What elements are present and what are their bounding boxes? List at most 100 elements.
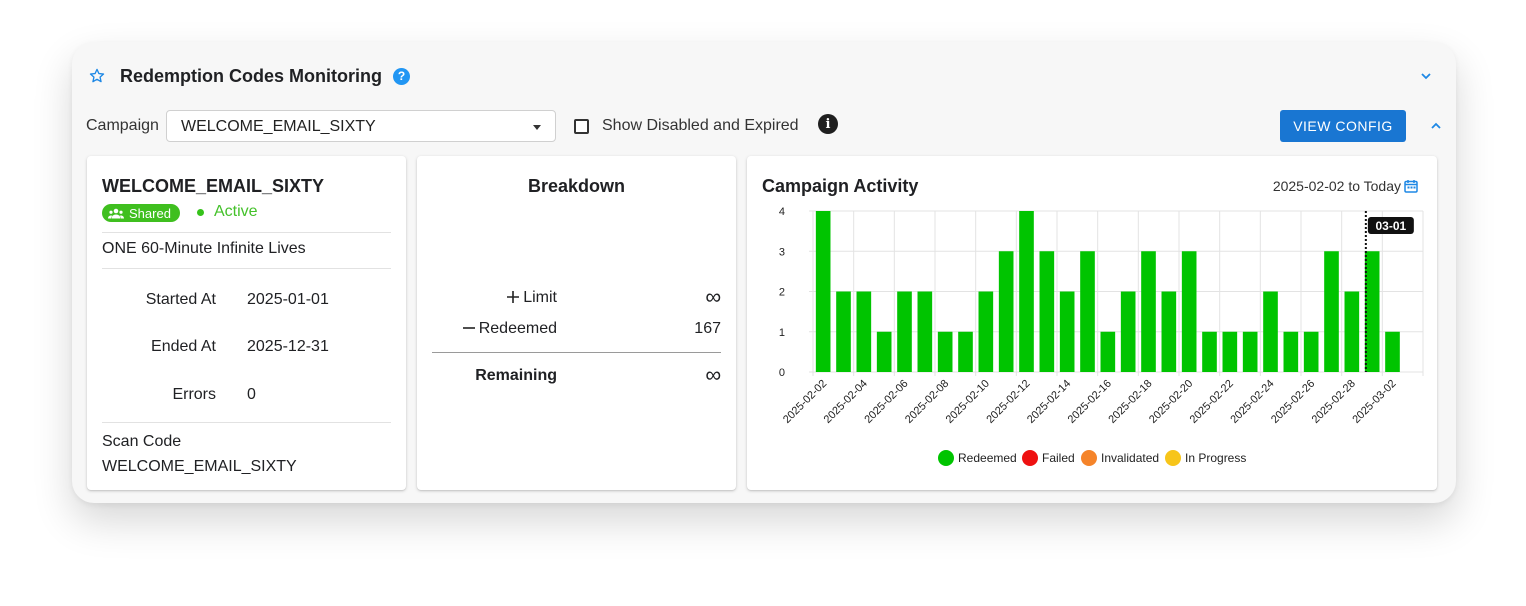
chevron-down-icon[interactable] bbox=[1419, 69, 1433, 83]
bar-redeemed bbox=[1039, 251, 1055, 372]
limit-row: Limit ∞ bbox=[432, 284, 721, 309]
redeemed-value: 167 bbox=[694, 320, 721, 337]
shared-badge: Shared bbox=[102, 204, 180, 222]
legend-label: Failed bbox=[1042, 451, 1075, 465]
bar-redeemed bbox=[1059, 291, 1075, 372]
info-icon[interactable]: i bbox=[818, 114, 838, 134]
breakdown-divider bbox=[432, 352, 721, 353]
campaign-select-value: WELCOME_EMAIL_SIXTY bbox=[181, 118, 376, 135]
bar-redeemed bbox=[978, 291, 994, 372]
bar-redeemed bbox=[1161, 291, 1177, 372]
bar-redeemed bbox=[897, 291, 912, 372]
activity-chart[interactable]: 012342025-02-022025-02-042025-02-062025-… bbox=[747, 156, 1437, 490]
limit-value: ∞ bbox=[705, 284, 721, 309]
dropdown-caret-icon bbox=[533, 125, 541, 130]
show-disabled-checkbox[interactable] bbox=[574, 119, 589, 134]
legend-swatch bbox=[1081, 450, 1097, 466]
legend-swatch bbox=[938, 450, 954, 466]
breakdown-title: Breakdown bbox=[527, 176, 626, 196]
cursor-label: 03-01 bbox=[1375, 219, 1406, 233]
scan-code-label: Scan Code bbox=[102, 433, 182, 450]
remaining-label: Remaining bbox=[475, 367, 557, 384]
y-tick-label: 2 bbox=[779, 287, 785, 299]
bar-redeemed bbox=[1080, 251, 1095, 372]
monitoring-panel: Redemption Codes Monitoring ? Campaign W… bbox=[72, 42, 1456, 503]
minus-icon bbox=[462, 327, 475, 329]
bar-redeemed bbox=[1324, 251, 1339, 372]
bar-redeemed bbox=[937, 331, 953, 372]
y-tick-label: 0 bbox=[779, 367, 785, 379]
bar-redeemed bbox=[1222, 331, 1238, 372]
campaign-name: WELCOME_EMAIL_SIXTY bbox=[102, 176, 325, 196]
y-tick-label: 1 bbox=[779, 327, 785, 339]
scan-code-value: WELCOME_EMAIL_SIXTY bbox=[102, 458, 297, 475]
bar-redeemed bbox=[1100, 331, 1116, 372]
shared-label: Shared bbox=[129, 205, 171, 221]
bar-redeemed bbox=[1303, 331, 1319, 372]
reward-description: ONE 60-Minute Infinite Lives bbox=[102, 240, 306, 257]
filter-bar: Campaign WELCOME_EMAIL_SIXTY Show Disabl… bbox=[86, 110, 1446, 142]
legend-label: In Progress bbox=[1185, 451, 1246, 465]
calendar-icon[interactable] bbox=[1404, 179, 1418, 193]
bar-redeemed bbox=[1385, 331, 1400, 372]
bar-redeemed bbox=[1019, 211, 1034, 372]
legend-swatch bbox=[1165, 450, 1181, 466]
legend-swatch bbox=[1022, 450, 1038, 466]
page-title: Redemption Codes Monitoring bbox=[120, 65, 382, 86]
divider bbox=[102, 268, 391, 269]
bar-redeemed bbox=[815, 211, 831, 372]
limit-label: Limit bbox=[523, 289, 557, 306]
errors-label: Errors bbox=[172, 386, 216, 403]
help-icon[interactable]: ? bbox=[392, 67, 410, 85]
activity-title: Campaign Activity bbox=[762, 176, 919, 196]
remaining-row: Remaining ∞ bbox=[432, 362, 721, 387]
bar-redeemed bbox=[1120, 291, 1136, 372]
y-tick-label: 3 bbox=[779, 246, 785, 258]
ended-at-value: 2025-12-31 bbox=[247, 338, 329, 355]
legend-label: Invalidated bbox=[1101, 451, 1159, 465]
date-range[interactable]: 2025-02-02 to Today bbox=[1272, 178, 1401, 194]
plus-icon bbox=[507, 291, 520, 303]
show-disabled-label[interactable]: Show Disabled and Expired bbox=[602, 117, 799, 134]
legend-label: Redeemed bbox=[958, 451, 1017, 465]
view-config-button[interactable]: VIEW CONFIG bbox=[1280, 110, 1406, 142]
y-tick-label: 4 bbox=[779, 206, 785, 218]
redeemed-label: Redeemed bbox=[478, 320, 557, 337]
star-icon[interactable] bbox=[88, 67, 106, 85]
bar-redeemed bbox=[856, 291, 872, 372]
x-tick-label: 2025-03-02 bbox=[1350, 378, 1398, 426]
redeemed-row: Redeemed 167 bbox=[432, 320, 721, 340]
bar-redeemed bbox=[1263, 291, 1278, 372]
divider bbox=[102, 422, 391, 423]
breakdown-card: Breakdown Limit ∞ Redeemed 167 Remaining… bbox=[417, 156, 736, 490]
campaign-select[interactable]: WELCOME_EMAIL_SIXTY bbox=[166, 110, 556, 142]
bar-redeemed bbox=[1364, 251, 1380, 372]
divider bbox=[102, 232, 391, 233]
campaign-activity-card: Campaign Activity 2025-02-02 to Today 0 1… bbox=[747, 156, 1437, 490]
bar-redeemed bbox=[836, 291, 851, 372]
campaign-label: Campaign bbox=[86, 117, 159, 134]
redeemed-label-group: Redeemed bbox=[462, 320, 557, 338]
bar-redeemed bbox=[998, 251, 1014, 372]
status-dot bbox=[197, 209, 204, 216]
campaign-details-card: WELCOME_EMAIL_SIXTY Shared Active ONE 60… bbox=[87, 156, 406, 490]
bar-redeemed bbox=[917, 291, 933, 372]
bar-redeemed bbox=[1141, 251, 1156, 372]
bar-redeemed bbox=[958, 331, 973, 372]
cursor-label-bg bbox=[1367, 217, 1414, 234]
errors-value: 0 bbox=[247, 386, 256, 403]
started-at-value: 2025-01-01 bbox=[247, 291, 329, 308]
bar-redeemed bbox=[1344, 291, 1360, 372]
chevron-up-icon[interactable] bbox=[1429, 119, 1443, 133]
ended-at-label: Ended At bbox=[151, 338, 216, 355]
panel-header: Redemption Codes Monitoring ? bbox=[88, 64, 410, 88]
status-text: Active bbox=[214, 203, 258, 220]
bar-redeemed bbox=[876, 331, 892, 372]
bar-redeemed bbox=[1242, 331, 1258, 372]
bar-redeemed bbox=[1181, 251, 1197, 372]
started-at-label: Started At bbox=[145, 291, 216, 308]
bar-redeemed bbox=[1202, 331, 1217, 372]
group-icon bbox=[108, 208, 124, 218]
remaining-value: ∞ bbox=[705, 362, 721, 387]
limit-label-group: Limit bbox=[507, 289, 557, 307]
